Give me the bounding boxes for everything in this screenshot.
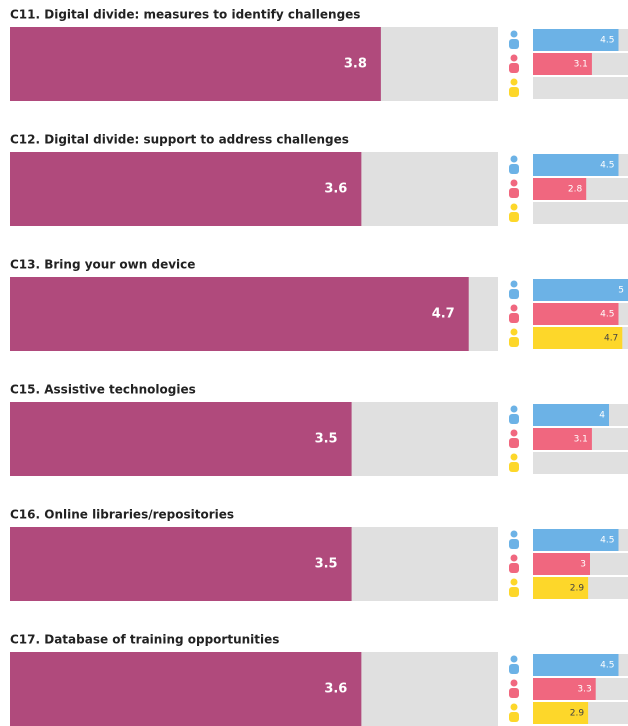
group-icon-body (509, 664, 519, 674)
group-icon-body (509, 712, 519, 722)
bar-value: 3.6 (324, 682, 347, 697)
group-value: 3.1 (574, 60, 588, 70)
group-icon-head (510, 429, 518, 437)
group-icon-head (510, 655, 518, 663)
group-icon-body (509, 587, 519, 597)
group-value: 4.5 (600, 536, 614, 546)
group-bar (533, 53, 592, 75)
group-icon-head (510, 530, 518, 538)
group-icon-body (509, 414, 519, 424)
group-icon-body (509, 462, 519, 472)
group-bar (533, 303, 619, 325)
group-value: 4 (599, 411, 605, 421)
group-icon-body (509, 164, 519, 174)
item-title: C15. Assistive technologies (10, 383, 196, 397)
group-icon-head (510, 578, 518, 586)
group-icon-head (510, 679, 518, 687)
bar-value: 3.6 (324, 182, 347, 197)
group-icon-body (509, 563, 519, 573)
group-value: 3.1 (574, 435, 588, 445)
group-track (533, 77, 628, 99)
group-bar (533, 577, 589, 599)
group-value: 4.7 (604, 334, 618, 344)
group-value: 5 (618, 286, 624, 296)
item-title: C11. Digital divide: measures to identif… (10, 8, 360, 22)
group-track (533, 202, 628, 224)
group-icon-head (510, 453, 518, 461)
group-icon-body (509, 87, 519, 97)
group-value: 4.5 (600, 661, 614, 671)
group-value: 2.8 (568, 185, 583, 195)
bar (10, 27, 381, 101)
group-bar (533, 553, 590, 575)
bar-value: 4.7 (432, 307, 455, 322)
group-value: 4.5 (600, 310, 614, 320)
group-icon-head (510, 405, 518, 413)
bar-value: 3.8 (344, 57, 367, 72)
bar (10, 152, 362, 226)
bar-value: 3.5 (315, 432, 338, 447)
bar (10, 277, 469, 351)
group-bar (533, 404, 609, 426)
group-icon-body (509, 289, 519, 299)
group-bar (533, 529, 619, 551)
group-icon-head (510, 280, 518, 288)
group-icon-body (509, 688, 519, 698)
group-icon-head (510, 554, 518, 562)
bar-value: 3.5 (315, 557, 338, 572)
group-value: 4.5 (600, 161, 614, 171)
group-icon-body (509, 313, 519, 323)
group-value: 2.9 (570, 709, 585, 719)
group-icon-body (509, 188, 519, 198)
item-title: C16. Online libraries/repositories (10, 508, 234, 522)
group-icon-head (510, 155, 518, 163)
group-icon-body (509, 438, 519, 448)
group-icon-head (510, 54, 518, 62)
group-bar (533, 279, 628, 301)
group-value: 3.3 (577, 685, 591, 695)
group-bar (533, 678, 596, 700)
group-bar (533, 654, 619, 676)
group-icon-body (509, 539, 519, 549)
bar (10, 527, 352, 601)
group-bar (533, 428, 592, 450)
group-value: 3 (580, 560, 586, 570)
group-bar (533, 178, 587, 200)
group-icon-head (510, 78, 518, 86)
group-bar (533, 702, 589, 724)
group-icon-head (510, 179, 518, 187)
group-bar (533, 327, 623, 349)
group-icon-body (509, 39, 519, 49)
group-track (533, 452, 628, 474)
group-icon-head (510, 328, 518, 336)
item-title: C17. Database of training opportunities (10, 633, 279, 647)
group-icon-head (510, 703, 518, 711)
group-icon-body (509, 63, 519, 73)
bar (10, 652, 362, 726)
group-icon-head (510, 304, 518, 312)
item-title: C13. Bring your own device (10, 258, 195, 272)
group-value: 4.5 (600, 36, 614, 46)
group-bar (533, 154, 619, 176)
group-value: 2.9 (570, 584, 585, 594)
item-title: C12. Digital divide: support to address … (10, 133, 349, 147)
bar (10, 402, 352, 476)
group-icon-head (510, 203, 518, 211)
group-icon-head (510, 30, 518, 38)
group-icon-body (509, 337, 519, 347)
group-icon-body (509, 212, 519, 222)
group-bar (533, 29, 619, 51)
